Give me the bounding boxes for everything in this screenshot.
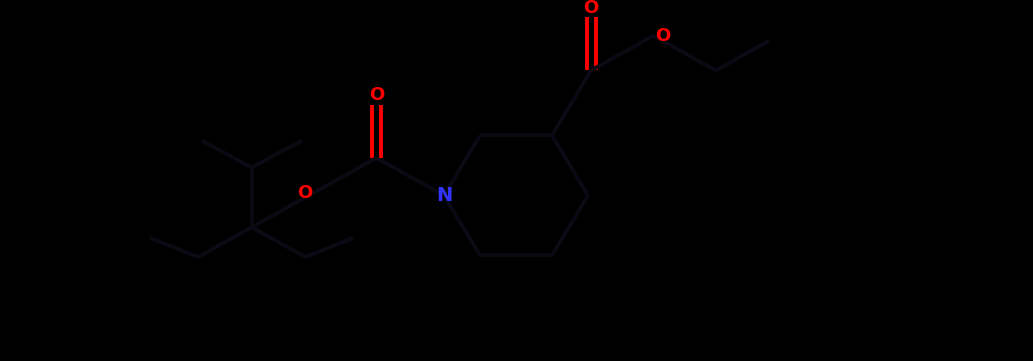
Text: O: O (369, 86, 384, 104)
Text: N: N (436, 186, 452, 205)
Text: O: O (584, 0, 599, 17)
Text: O: O (298, 183, 313, 201)
Text: O: O (655, 27, 670, 45)
